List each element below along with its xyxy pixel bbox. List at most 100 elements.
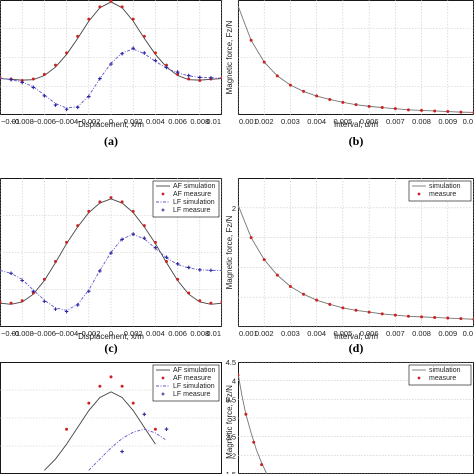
panel-d-xtick-label-5: 0.006 [360,329,379,338]
panel-c-xtick-label-3: −0.004 [55,329,78,338]
panel-e-series-af_meas-point-2 [98,384,102,388]
panel-a-xtick-label-2: −0.006 [33,117,56,126]
panel-d-label: (d) [349,341,364,355]
panel-f-ytick-label-0: 1.5 [226,470,236,474]
panel-a-series-lf_meas-point-6 [75,105,80,110]
panel-a-series-lf_meas-point-11 [131,46,135,51]
panel-a-series-lf_meas-point-16 [186,73,191,78]
panel-d-xtick-label-3: 0.004 [307,329,326,338]
panel-b-plot-area [238,5,474,114]
panel-c-series-lf_sim-line [0,234,222,311]
panel-e-plot-area [44,375,169,471]
panel-c-series-lf_meas-point-4 [53,307,58,311]
panel-f-ytick-label-5: 4 [232,377,236,386]
panel-a-plot-area [0,0,222,112]
panel-d-ylabel: Magnetic force, Fz/N [225,215,234,289]
panel-c-xtick-label-6: 0.002 [124,329,143,338]
panel-b-xtick-label-4: 0.005 [333,117,352,126]
panel-e-legend-entry-1: AF measure [173,375,211,382]
panel-c-legend-entry-3: LF measure [173,207,210,214]
panel-a-series-lf_meas-point-15 [175,70,180,74]
panel-c-xtick-label-0: −0.01 [1,329,20,338]
panel-f-series-meas-point-1 [244,412,248,416]
panel-d-series-meas-point-4 [302,292,306,296]
panel-b-series-meas-point-5 [315,94,319,98]
panel-e-series-af_meas-point-6 [153,427,157,431]
panel-d-series-meas-point-5 [315,298,319,302]
panel-a-series-af_meas-point-2 [20,79,24,82]
panel-a-series-af_sim-line [0,1,222,81]
panel-c-series-lf_meas-point-18 [209,268,213,273]
panel-a-xtick-label-9: 0.008 [190,117,209,126]
panel-d-xtick-label-9: 0.0 [463,329,473,338]
panel-a-series-lf_meas-point-14 [164,65,169,70]
panel-f-ytick-label-3: 3 [232,414,236,423]
panel-a-series-lf_meas-point-17 [198,75,202,80]
panel-c-xtick-label-9: 0.008 [190,329,209,338]
panel-c-series-af_meas-point-15 [165,259,168,263]
panel-b-series-meas-point-9 [367,104,371,108]
panel-a-series-lf_meas-point-8 [98,76,102,81]
panel-c-series-af_meas-point-20 [220,300,222,304]
panel-c-label: (c) [104,341,117,355]
panel-e-legend-entry-0: AF simulation [173,367,216,374]
panel-c-series-lf_meas-point-17 [198,267,202,272]
panel-d-series-meas-point-3 [288,284,292,288]
panel-b-series-meas-point-1 [262,60,266,64]
panel-b-xtick-label-3: 0.004 [307,117,326,126]
panel-c-series-af_meas-point-13 [142,224,146,228]
panel-e-series-lf_meas-point-2 [164,427,169,431]
panel-b-series-meas-point-6 [328,97,332,101]
panel-b-series-meas-point-4 [302,89,306,93]
panel-b-series-meas-point-7 [341,100,345,104]
panel-b-xtick-label-0: 0.001 [239,117,258,126]
panel-b-series-meas-point-14 [433,109,437,113]
panel-c-series-af_meas-point-17 [187,291,191,295]
panel-c-xtick-label-2: −0.006 [33,329,56,338]
panel-a-label: (a) [104,134,118,148]
panel-a-series-lf_meas-point-0 [9,77,13,82]
panel-d-legend-swatch-1 [417,192,421,196]
panel-a-xtick-label-0: −0.01 [1,117,20,126]
panel-f-plot-area [238,373,268,474]
panel-c-xtick-label-10: 0.01 [206,329,221,338]
panel-a-series-af_meas-point-8 [87,17,91,21]
panel-a-series-lf_meas-point-13 [153,58,158,63]
panel-a-series-af_meas-point-6 [65,51,69,55]
panel-c-series-af_meas-point-16 [176,277,180,281]
panel-a-series-af_meas-point-9 [98,5,102,9]
panel-c-legend-swatch-1 [161,192,165,196]
panel-f-ytick-label-1: 2 [232,451,236,460]
panel-c-series-af_meas-point-5 [54,259,57,263]
panel-c-series-lf_meas-point-8 [98,269,102,273]
panel-b-label: (b) [349,134,364,148]
panel-c-xtick-label-1: −0.008 [11,329,34,338]
panel-d-series-sim-line [238,204,474,320]
panel-e-series-af_meas-point-1 [87,401,91,405]
panel-a-series-af_meas-point-13 [142,34,146,38]
panel-d-series-meas-point-8 [354,308,358,312]
panel-d-series-meas-point-11 [393,313,397,317]
panel-d-series-meas-point-16 [459,317,463,321]
panel-a-series-lf_meas-point-7 [87,94,91,99]
panel-c-xtick-label-8: 0.006 [168,329,187,338]
panel-e-series-af_meas-point-3 [109,375,113,379]
panel-c-series-af_meas-point-8 [87,209,91,213]
panel-c-series-lf_meas-point-15 [175,262,180,266]
panel-c-series-af_meas-point-7 [76,224,80,228]
panel-a-series-lf_meas-point-18 [209,76,213,80]
panel-c-xtick-label-7: 0.004 [146,329,165,338]
panel-d-xtick-label-8: 0.009 [438,329,457,338]
panel-c-series-lf_meas-point-2 [31,289,36,294]
panel-a-xtick-label-5: 0 [109,117,113,126]
panel-a-series-af_meas-point-10 [109,0,113,3]
panel-f-series-meas-point-0 [238,373,240,377]
panel-e-series-lf_sim-line [88,428,167,471]
panel-d-series-meas-point-6 [328,302,332,306]
panel-c-xtick-label-4: −0.002 [77,329,100,338]
panel-b-series-meas-point-0 [249,38,253,42]
panel-f-ytick-label-2: 2.5 [226,433,236,442]
panel-b-xtick-label-7: 0.008 [412,117,431,126]
panel-d-series-meas-point-10 [380,312,384,316]
